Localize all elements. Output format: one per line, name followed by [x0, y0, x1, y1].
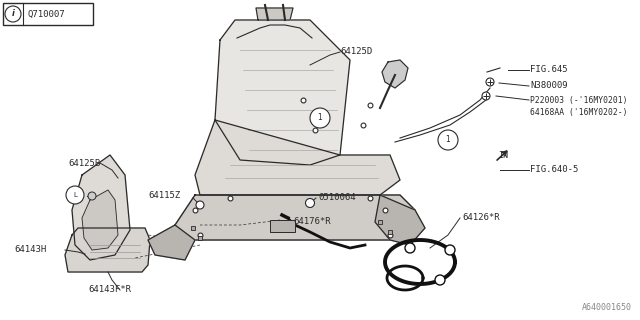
Text: 64176*R: 64176*R [293, 218, 331, 227]
Text: 1: 1 [317, 114, 323, 123]
Text: 64125B: 64125B [68, 158, 100, 167]
Text: 1: 1 [445, 135, 451, 145]
Circle shape [88, 192, 96, 200]
Text: 64115Z: 64115Z [148, 190, 180, 199]
Polygon shape [82, 190, 118, 250]
Polygon shape [148, 225, 195, 260]
Text: 64143F*R: 64143F*R [88, 285, 131, 294]
Text: FIG.645: FIG.645 [530, 66, 568, 75]
Polygon shape [215, 20, 350, 165]
Text: 64126*R: 64126*R [462, 213, 500, 222]
Text: P220003 (-'16MY0201): P220003 (-'16MY0201) [530, 95, 627, 105]
Bar [270, 220, 295, 232]
Polygon shape [382, 60, 408, 88]
Polygon shape [375, 195, 425, 245]
Circle shape [310, 108, 330, 128]
Text: 64125D: 64125D [340, 47, 372, 57]
Polygon shape [72, 155, 130, 260]
Polygon shape [195, 120, 400, 195]
Text: IN: IN [498, 150, 508, 159]
Circle shape [438, 130, 458, 150]
Polygon shape [65, 228, 150, 272]
Circle shape [66, 186, 84, 204]
Circle shape [5, 6, 21, 22]
Circle shape [482, 92, 490, 100]
Polygon shape [256, 8, 293, 20]
Text: Q710007: Q710007 [27, 10, 65, 19]
Text: i: i [12, 10, 15, 19]
Text: A640001650: A640001650 [582, 303, 632, 312]
Polygon shape [175, 195, 415, 240]
Circle shape [435, 275, 445, 285]
Circle shape [405, 243, 415, 253]
Circle shape [445, 245, 455, 255]
Circle shape [196, 201, 204, 209]
Text: L: L [73, 192, 77, 198]
Text: FIG.640-5: FIG.640-5 [530, 165, 579, 174]
Text: N380009: N380009 [530, 82, 568, 91]
Text: 0510064: 0510064 [318, 194, 356, 203]
Text: 64168AA ('16MY0202-): 64168AA ('16MY0202-) [530, 108, 627, 117]
Circle shape [486, 78, 494, 86]
Circle shape [305, 198, 314, 207]
Text: 64143H: 64143H [14, 245, 46, 254]
